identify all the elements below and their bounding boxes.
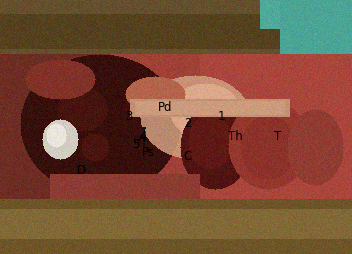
Text: Th: Th: [228, 130, 243, 142]
Text: 3: 3: [125, 109, 132, 122]
Text: 5: 5: [133, 137, 140, 150]
Text: C: C: [183, 150, 191, 163]
Text: 2: 2: [184, 117, 192, 130]
Text: Pd: Pd: [157, 100, 172, 113]
Text: D: D: [76, 163, 86, 176]
Text: 4: 4: [140, 130, 147, 142]
Text: 1: 1: [217, 109, 225, 122]
Text: Ps: Ps: [142, 146, 155, 158]
Text: T: T: [275, 130, 282, 142]
